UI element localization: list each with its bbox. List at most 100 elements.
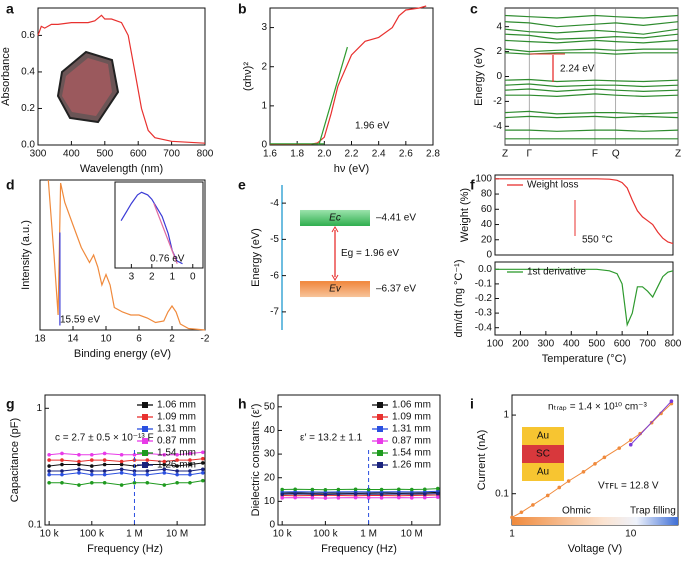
x-tick-label: Q [612, 149, 620, 160]
x-tick-label: 14 [67, 334, 79, 345]
series-line [504, 52, 678, 55]
stack-label: Au [537, 431, 549, 442]
plot-frame [277, 394, 441, 526]
x-tick-label: 1 M [126, 529, 143, 540]
data-point [188, 458, 192, 462]
x-tick-label: 2.6 [399, 149, 413, 160]
plot-frame [44, 394, 206, 526]
legend-label: 0.87 mm [157, 436, 196, 447]
legend-label: 1.09 mm [157, 412, 196, 423]
panel-label: a [6, 1, 14, 17]
data-point [102, 451, 107, 456]
series-line [282, 491, 438, 494]
data-point [531, 503, 535, 507]
x-tick-label: 100 k [80, 529, 105, 540]
series-line [49, 451, 203, 456]
data-point [175, 472, 179, 477]
data-point [162, 471, 167, 475]
annotation: 1.96 eV [355, 121, 390, 132]
data-point [102, 458, 107, 462]
x-axis-label: Voltage (V) [568, 543, 622, 555]
series-line [37, 14, 206, 144]
data-point [628, 438, 633, 442]
x-tick-label: 6 [136, 334, 142, 345]
annotation: c = 2.7 ± 0.5 × 10⁻¹³ F [55, 433, 154, 444]
series-line [49, 480, 203, 486]
panel-label: e [238, 177, 246, 193]
data-point [201, 467, 205, 472]
series-line [504, 48, 678, 53]
annotation: ε′ = 13.2 ± 1.1 [300, 433, 363, 444]
data-point [323, 487, 328, 492]
region-bar [512, 517, 678, 525]
y-tick-label: 4 [496, 21, 502, 32]
x-tick-label: 0 [190, 272, 196, 283]
x-tick-label: 10 [100, 334, 112, 345]
stack-layer [522, 463, 564, 481]
x-tick-label: 1 M [360, 529, 377, 540]
data-point [353, 495, 358, 500]
data-point [310, 487, 315, 492]
data-point [162, 462, 167, 467]
x-tick-label: 600 [130, 149, 147, 160]
series-line [495, 178, 674, 245]
y-tick-label: 0 [496, 71, 502, 82]
x-tick-label: 10 [625, 529, 637, 540]
data-point [422, 495, 427, 500]
data-point [201, 456, 205, 461]
series-line [282, 490, 438, 493]
y-tick-label: -4 [270, 198, 279, 209]
data-point [60, 451, 64, 456]
y-axis-label: Dielectric constants (ε′) [250, 404, 262, 517]
data-point [293, 492, 297, 496]
series-line [153, 203, 178, 264]
y-tick-label: 0.1 [28, 520, 42, 531]
data-point [188, 451, 192, 456]
data-point [77, 452, 81, 457]
x-tick-label: F [592, 149, 598, 160]
plot-frame [269, 7, 434, 146]
data-point [119, 471, 124, 475]
x-tick-label: 2 [149, 272, 155, 283]
x-tick-label: 800 [665, 339, 682, 350]
data-point [353, 487, 358, 492]
series-line [282, 496, 438, 499]
x-tick-label: 400 [63, 149, 80, 160]
inset-bg [115, 182, 203, 268]
x-tick-label: 18 [34, 334, 46, 345]
data-point [310, 492, 315, 497]
data-point [60, 480, 64, 485]
data-point [175, 469, 179, 473]
data-point [201, 461, 205, 465]
data-point [60, 458, 64, 462]
data-point [336, 487, 341, 492]
panel-label: c [470, 1, 478, 17]
plot-frame [494, 174, 674, 256]
y-tick-label: 0.0 [21, 140, 35, 151]
x-tick-label: 100 [487, 339, 504, 350]
data-point [60, 469, 64, 473]
x-tick-label: Z [502, 149, 508, 160]
x-tick-label: 700 [163, 149, 180, 160]
x-tick-label: 1.6 [263, 149, 277, 160]
y-tick-label: 1 [36, 403, 42, 414]
data-point [132, 452, 137, 457]
panel-label: f [470, 177, 475, 193]
series-line [504, 115, 679, 119]
y-tick-label: -7 [270, 307, 279, 318]
y-axis-label: Intensity (a.u.) [20, 220, 32, 290]
y-axis-label: dm/dt (mg °C⁻¹) [453, 259, 465, 337]
data-point [188, 472, 192, 477]
data-point [77, 471, 81, 475]
panel-label: h [238, 396, 247, 412]
legend-marker [142, 462, 148, 468]
legend-label: 1.31 mm [392, 424, 431, 435]
data-point [47, 452, 51, 457]
y-tick-label: -4 [493, 121, 502, 132]
series-line [505, 129, 679, 132]
data-point [201, 450, 205, 455]
level-value: –6.37 eV [376, 284, 416, 295]
crystal-photo [56, 50, 120, 124]
data-point [280, 496, 284, 500]
data-point [188, 462, 192, 467]
